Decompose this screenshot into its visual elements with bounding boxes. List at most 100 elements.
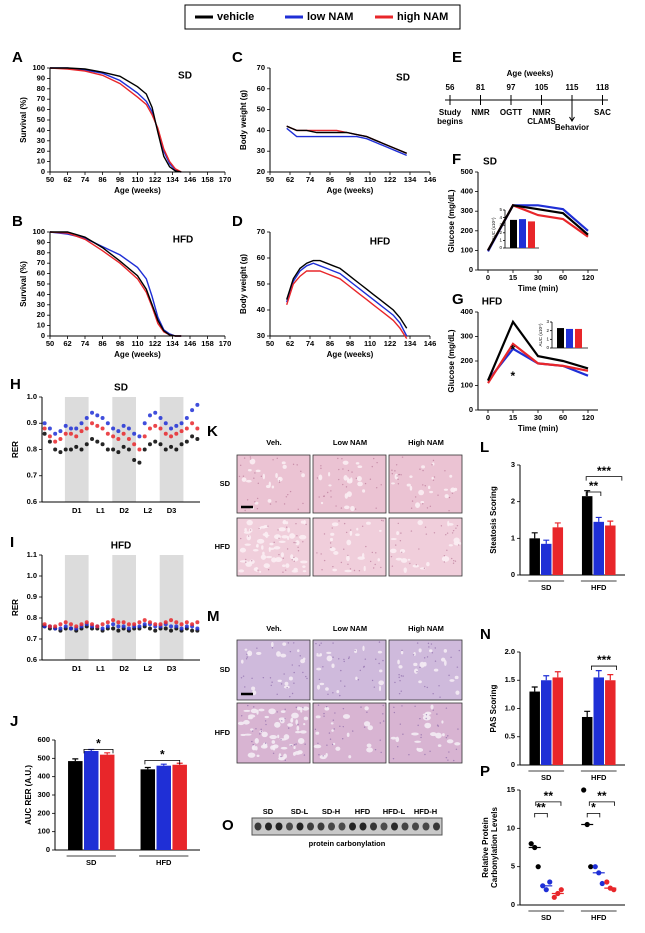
tissue-texture [297,546,299,548]
tissue-texture [261,731,268,738]
significance-bracket [585,491,602,496]
data-point [137,447,142,452]
tissue-texture [456,666,459,668]
tissue-texture [362,489,366,493]
tissue-texture [288,676,293,681]
tissue-texture [417,724,419,727]
tissue-texture [418,648,422,653]
tissue-texture [382,659,384,662]
column-label: Low NAM [333,438,367,447]
data-point [90,437,95,441]
tissue-texture [361,525,364,527]
data-point [58,437,63,441]
tissue-texture [303,716,309,721]
series-line [286,127,407,157]
tissue-texture [414,705,416,707]
x-tick-label: 134 [404,339,417,348]
tissue-texture [245,561,253,567]
tissue-texture [342,714,351,719]
data-point [79,429,84,434]
y-tick-label: 50 [37,279,45,288]
tissue-texture [250,728,254,731]
tissue-texture [346,539,352,546]
tissue-texture [447,735,449,737]
y-tick-label: 500 [460,167,473,176]
tissue-texture [314,728,317,731]
y-tick-label: 600 [37,735,50,744]
y-tick-label: 1.0 [505,703,515,712]
tissue-texture [340,669,342,672]
tissue-texture [455,690,460,695]
data-point [53,447,58,452]
tissue-texture [256,507,259,510]
tissue-texture [331,527,333,529]
tissue-texture [338,658,340,660]
y-tick-label: 100 [460,380,473,389]
tissue-texture [276,711,278,713]
tissue-texture [348,657,350,660]
bar [593,677,604,765]
tissue-texture [237,721,245,726]
tissue-texture [264,715,270,719]
tissue-texture [372,567,375,569]
tissue-texture [441,720,444,724]
tissue-texture [344,685,346,687]
tissue-texture [396,531,400,536]
y-tick-label: 90 [37,73,45,82]
data-point [84,620,89,625]
tissue-texture [410,507,413,509]
y-tick-label: 0 [41,167,45,176]
tissue-texture [363,665,365,668]
data-point [142,618,147,623]
timeline-title: Age (weeks) [507,69,554,78]
tissue-texture [293,682,295,684]
tissue-texture [275,472,278,479]
panel-label: E [452,49,462,66]
x-tick-label: 86 [326,339,334,348]
y-tick-label: 1.0 [27,392,37,401]
tissue-texture [295,719,299,725]
tissue-texture [269,542,274,546]
tissue-texture [256,651,262,655]
y-axis-label: Steatosis Scoring [489,486,498,554]
data-point [184,439,189,444]
tissue-texture [426,561,430,567]
tissue-texture [412,654,415,656]
tissue-texture [262,742,268,748]
bar [605,525,616,575]
data-point [95,439,100,444]
tissue-texture [325,752,328,757]
tissue-texture [278,540,286,544]
tissue-texture [280,755,282,758]
tissue-texture [399,548,406,554]
inset-y-tick-label: 1 [546,337,549,342]
data-point [153,439,158,444]
tissue-texture [376,461,378,464]
tissue-texture [274,721,281,728]
tissue-texture [400,690,402,692]
tissue-texture [280,746,288,750]
tissue-texture [243,733,252,736]
tissue-texture [434,647,436,649]
tissue-texture [411,500,414,502]
y-tick-label: 30 [37,136,45,145]
tissue-texture [395,736,400,743]
tissue-texture [347,554,349,557]
blot-dot [422,822,430,831]
series-line [286,125,407,154]
x-tick-label: L1 [96,506,105,515]
tissue-texture [419,468,421,470]
x-tick-label: 146 [184,175,197,184]
tissue-texture [243,720,250,725]
data-point [111,447,116,452]
tissue-texture [276,457,278,460]
tissue-texture [326,651,332,654]
tissue-texture [277,734,280,739]
tissue-texture [293,556,295,559]
data-point [126,437,131,441]
panel-label: I [10,534,14,551]
tissue-texture [366,747,373,753]
tissue-texture [440,657,446,662]
y-tick-label: 400 [460,307,473,316]
tissue-texture [291,712,299,719]
